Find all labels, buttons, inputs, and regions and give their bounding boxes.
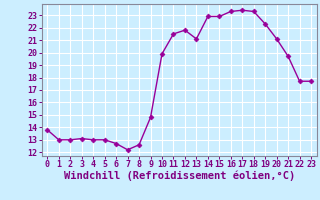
X-axis label: Windchill (Refroidissement éolien,°C): Windchill (Refroidissement éolien,°C)	[64, 171, 295, 181]
